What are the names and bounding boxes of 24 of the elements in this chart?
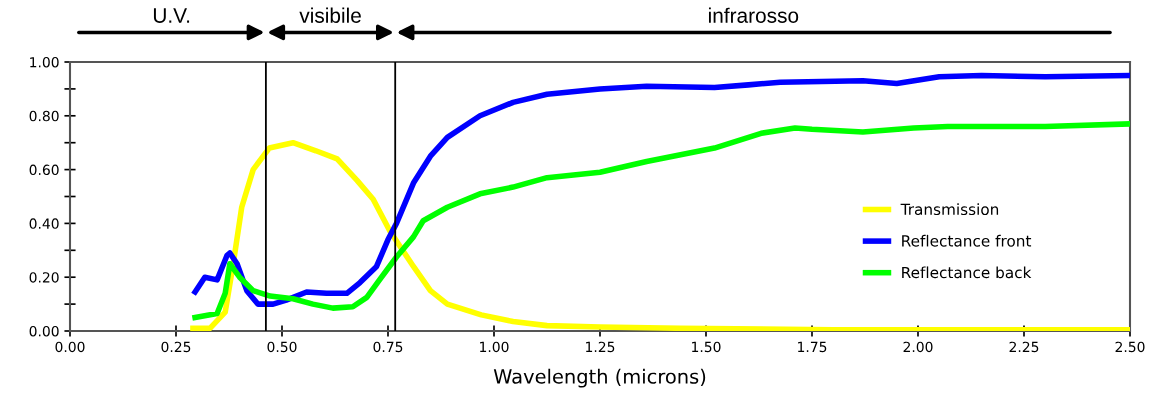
x-tick-label: 1.75 [798,341,827,353]
y-tick-label: 0.60 [29,164,59,176]
legend-label: Reflectance back [902,266,1032,279]
x-tick-label: 2.50 [1115,341,1145,353]
x-axis-title: Wavelength (microns) [493,368,706,388]
x-tick-label: 0.75 [373,341,403,353]
x-tick-label: 1.00 [480,341,509,353]
y-tick-label: 0.80 [29,110,59,122]
y-tick-label: 1.00 [30,56,59,68]
x-tick-label: 2.25 [1009,341,1039,353]
x-tick-label: 0.50 [267,341,297,353]
legend-label: Transmission [900,203,999,216]
x-tick-label: 0.25 [161,341,191,353]
text: infrarosso [708,7,799,23]
text: U.V. [153,8,190,23]
x-tick-label: 0.00 [55,341,85,353]
x-tick-label: 1.50 [692,341,721,353]
y-tick-label: 0.20 [29,272,59,283]
text: visibile [299,7,361,23]
y-tick-label: 0.40 [29,218,59,229]
y-tick-label: 0.00 [29,325,59,337]
x-tick-label: 2.00 [903,341,933,353]
x-tick-label: 1.25 [586,341,615,353]
legend-label: Reflectance front [902,234,1032,247]
